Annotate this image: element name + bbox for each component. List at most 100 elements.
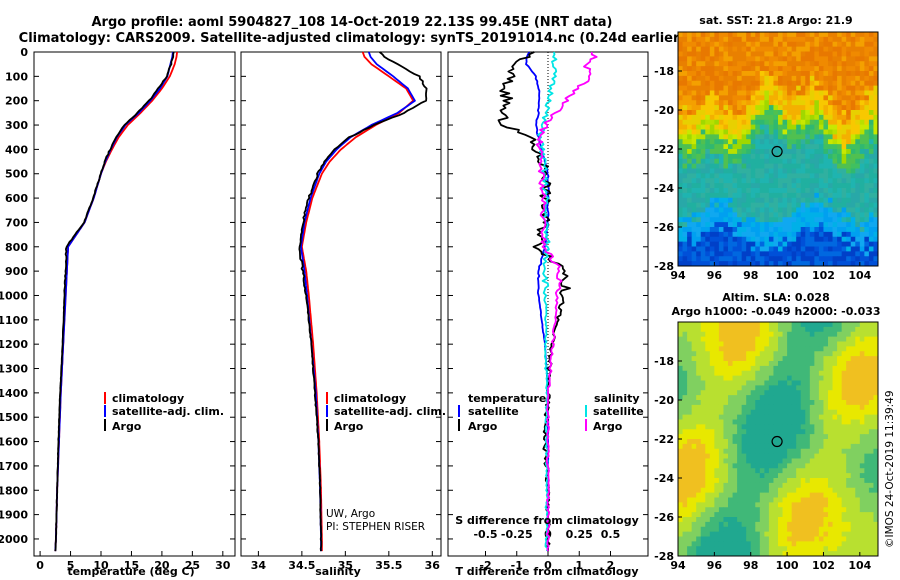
map-cell [732, 531, 738, 537]
map-cell [787, 222, 793, 228]
map-cell [741, 36, 747, 43]
map-cell [791, 507, 797, 513]
map-cell [828, 482, 833, 489]
map-cell [859, 458, 865, 464]
map-cell [809, 51, 815, 57]
map-cell [709, 46, 715, 52]
map-cell [846, 507, 852, 513]
map-cell [773, 507, 779, 513]
map-cell [805, 178, 811, 184]
map-cell [873, 487, 879, 494]
map-cell [709, 114, 715, 121]
map-cell [782, 370, 788, 377]
map-cell [859, 419, 865, 425]
map-cell [850, 197, 856, 204]
map-cell [832, 202, 838, 208]
map-cell [782, 517, 788, 523]
temperature-panel: 0 5 10 15 20 25 30 [33, 51, 236, 572]
map-cell [846, 183, 852, 189]
map-cell [746, 370, 752, 377]
map-cell [728, 222, 733, 228]
map-cell [709, 322, 715, 328]
map-cell [805, 261, 811, 267]
map-cell [814, 95, 820, 101]
map-cell [873, 468, 879, 474]
map-cell [691, 110, 697, 116]
map-cell [873, 385, 879, 391]
map-cell [750, 380, 756, 386]
map-cell [873, 212, 879, 218]
map-cell [787, 61, 793, 67]
map-cell [868, 453, 874, 459]
map-cell [809, 478, 815, 484]
map-cell [755, 434, 761, 440]
map-cell [850, 114, 856, 121]
map-cell [691, 458, 697, 464]
map-cell [732, 246, 738, 252]
map-cell [723, 41, 729, 48]
map-cell [755, 222, 761, 228]
map-cell [864, 439, 870, 445]
map-cell [750, 41, 756, 48]
map-cell [814, 100, 820, 106]
map-cell [691, 380, 697, 386]
map-cell [714, 458, 720, 464]
map-cell [768, 246, 774, 252]
map-cell [828, 439, 833, 445]
map-cell [732, 521, 738, 528]
map-cell [764, 139, 770, 145]
map-cell [696, 439, 702, 445]
map-cell [800, 207, 806, 213]
map-cell [718, 222, 724, 228]
map-cell [773, 261, 779, 267]
map-cell [782, 129, 788, 135]
map-cell [768, 468, 774, 474]
map-cell [832, 551, 838, 557]
map-cell [809, 400, 815, 406]
map-cell [809, 222, 815, 228]
map-cell [809, 497, 815, 503]
map-cell [818, 183, 824, 189]
map-cell [705, 41, 711, 48]
map-cell [723, 341, 729, 347]
map-cell [828, 409, 833, 416]
map-cell [782, 178, 788, 184]
map-cell [846, 236, 852, 243]
map-cell [700, 536, 706, 542]
map-cell [764, 419, 770, 425]
map-cell [750, 56, 756, 62]
map-cell [682, 153, 688, 160]
map-cell [737, 351, 743, 357]
map-cell [768, 168, 774, 174]
map-cell [809, 66, 815, 72]
map-cell [723, 197, 729, 204]
map-cell [841, 66, 847, 72]
map-cell [805, 546, 811, 552]
map-cell [828, 361, 833, 367]
map-cell [809, 90, 815, 96]
map-cell [805, 385, 811, 391]
map-cell [741, 356, 747, 362]
map-cell [823, 114, 829, 121]
map-cell [832, 482, 838, 489]
map-cell [764, 370, 770, 377]
map-cell [864, 110, 870, 116]
map-cell [873, 439, 879, 445]
map-cell [828, 380, 833, 386]
map-cell [705, 414, 711, 420]
map-cell [687, 365, 693, 372]
map-cell [728, 95, 733, 101]
map-cell [705, 512, 711, 518]
map-cell [796, 463, 802, 469]
map-cell [728, 439, 733, 445]
map-cell [846, 66, 852, 72]
map-cell [714, 497, 720, 503]
map-cell [759, 192, 765, 199]
map-cell [859, 492, 865, 498]
map-cell [778, 482, 783, 489]
map-cell [796, 261, 802, 267]
map-cell [759, 61, 765, 67]
map-cell [837, 502, 843, 508]
map-cell [778, 351, 783, 357]
map-cell [800, 385, 806, 391]
